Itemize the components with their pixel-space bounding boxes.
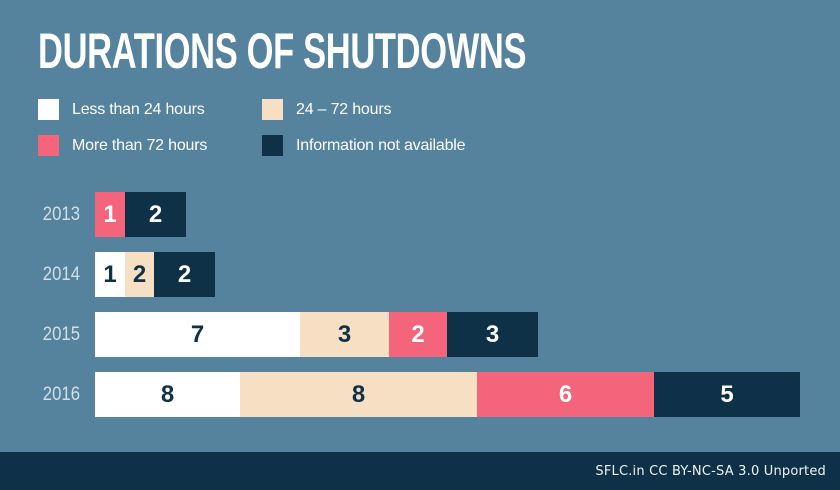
legend-item-info-not-available: Information not available	[262, 135, 466, 156]
year-label: 2016	[42, 384, 80, 405]
segment-value-label: 1	[103, 200, 117, 228]
license-text: SFLC.in CC BY-NC-SA 3.0 Unported	[595, 463, 826, 479]
legend-item-less-than-24h: Less than 24 hours	[38, 99, 205, 120]
bar-segment-white: 1	[95, 252, 125, 297]
segment-value-label: 6	[558, 380, 573, 408]
bar-row-2015: 2015 7 3 2 3	[0, 312, 840, 357]
year-label: 2015	[42, 324, 80, 345]
year-label: 2014	[42, 264, 80, 285]
footer-bar: SFLC.in CC BY-NC-SA 3.0 Unported	[0, 452, 840, 490]
bar-segments: 7 3 2 3	[95, 312, 538, 357]
legend-label: Information not available	[296, 137, 466, 154]
bar-row-2014: 2014 1 2 2	[0, 252, 840, 297]
bar-segment-navy: 3	[447, 312, 538, 357]
bar-segments: 8 8 6 5	[95, 372, 800, 417]
legend-item-24-72h: 24 – 72 hours	[262, 99, 391, 120]
legend-swatch-pink	[38, 135, 59, 156]
bar-segment-pink: 6	[477, 372, 654, 417]
bar-segment-pink: 2	[389, 312, 447, 357]
segment-value-label: 3	[485, 320, 500, 348]
segment-value-label: 2	[132, 260, 147, 288]
bar-row-2016: 2016 8 8 6 5	[0, 372, 840, 417]
legend-label: 24 – 72 hours	[296, 101, 392, 118]
bar-segment-navy: 2	[154, 252, 215, 297]
segment-value-label: 5	[720, 380, 734, 408]
segment-value-label: 2	[148, 200, 163, 228]
bar-segment-pink: 1	[95, 192, 125, 237]
year-label: 2013	[42, 204, 80, 225]
segment-value-label: 8	[160, 380, 175, 408]
segment-value-label: 2	[177, 260, 192, 288]
bar-segment-cream: 3	[300, 312, 389, 357]
segment-value-label: 7	[190, 320, 205, 348]
stacked-bar-chart: 2013 1 2 2014 1 2 2 2015 7 3 2 3 2016 8 8 6 5	[0, 192, 840, 432]
chart-title: DURATIONS OF SHUTDOWNS	[38, 23, 527, 79]
bar-row-2013: 2013 1 2	[0, 192, 840, 237]
legend-swatch-navy	[262, 135, 283, 156]
bar-segment-cream: 2	[125, 252, 154, 297]
bar-segment-navy: 2	[125, 192, 186, 237]
legend-swatch-cream	[262, 99, 283, 120]
bar-segment-navy: 5	[654, 372, 800, 417]
bar-segment-cream: 8	[240, 372, 477, 417]
segment-value-label: 8	[351, 380, 366, 408]
segment-value-label: 3	[337, 320, 352, 348]
bar-segment-white: 7	[95, 312, 300, 357]
legend-label: More than 72 hours	[72, 137, 208, 154]
legend-swatch-white	[38, 99, 59, 120]
segment-value-label: 1	[103, 260, 117, 288]
legend-label: Less than 24 hours	[72, 101, 205, 118]
legend-item-more-than-72h: More than 72 hours	[38, 135, 207, 156]
bar-segment-white: 8	[95, 372, 240, 417]
segment-value-label: 2	[411, 320, 425, 348]
